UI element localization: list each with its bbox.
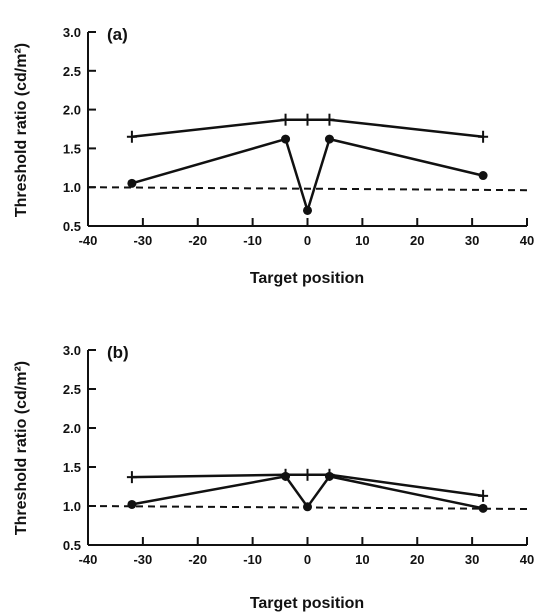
y-tick-label-b: 1.5 — [63, 460, 81, 475]
y-tick-label-a: 2.5 — [63, 64, 81, 79]
y-tick-label-a: 2.0 — [63, 103, 81, 118]
data-point-plus-a — [126, 130, 137, 143]
y-tick-label-b: 2.5 — [63, 382, 81, 397]
x-tick-label-a: -20 — [188, 233, 207, 248]
data-point-dot-b — [478, 503, 488, 513]
data-point-plus-b — [302, 468, 313, 481]
x-tick-label-a: 30 — [465, 233, 479, 248]
y-tick-label-a: 1.0 — [63, 180, 81, 195]
y-tick-label-b: 2.0 — [63, 421, 81, 436]
data-point-plus-a — [280, 113, 291, 126]
x-tick-label-b: 10 — [355, 552, 369, 567]
y-axis-title-a: Threshold ratio (cd/m²) — [13, 43, 30, 217]
x-axis-title-b: Target position — [250, 595, 364, 612]
data-point-plus-a — [324, 113, 335, 126]
data-point-plus-a — [302, 113, 313, 126]
data-point-plus-b — [478, 489, 489, 502]
y-tick-label-a: 0.5 — [63, 219, 81, 234]
y-tick-label-a: 3.0 — [63, 25, 81, 40]
data-point-dot-a — [281, 134, 291, 144]
y-tick-label-b: 0.5 — [63, 538, 81, 553]
x-tick-label-a: 20 — [410, 233, 424, 248]
x-tick-label-b: 30 — [465, 552, 479, 567]
x-tick-label-b: -30 — [133, 552, 152, 567]
y-tick-label-b: 1.0 — [63, 499, 81, 514]
x-axis-title-a: Target position — [250, 270, 364, 287]
x-tick-label-a: 40 — [520, 233, 534, 248]
x-tick-label-a: 10 — [355, 233, 369, 248]
panel-a: (a) Threshold ratio (cd/m²) Target posit… — [13, 25, 534, 287]
x-tick-label-b: -20 — [188, 552, 207, 567]
x-tick-label-b: 0 — [304, 552, 311, 567]
data-point-dot-a — [478, 171, 488, 181]
x-tick-label-b: -10 — [243, 552, 262, 567]
y-tick-label-a: 1.5 — [63, 141, 81, 156]
reference-line-a — [87, 186, 528, 192]
data-point-dot-a — [127, 178, 137, 188]
series-line-dot-a — [131, 137, 484, 212]
x-tick-label-b: 20 — [410, 552, 424, 567]
data-point-dot-b — [127, 499, 137, 509]
x-tick-label-a: -10 — [243, 233, 262, 248]
y-tick-label-b: 3.0 — [63, 343, 81, 358]
panel-label-b: (b) — [107, 343, 129, 362]
data-point-dot-a — [303, 205, 312, 215]
data-point-dot-b — [281, 471, 291, 481]
x-tick-label-a: -40 — [79, 233, 98, 248]
data-point-dot-b — [303, 502, 312, 512]
data-point-plus-a — [478, 130, 489, 143]
x-tick-label-b: 40 — [520, 552, 534, 567]
x-tick-label-a: 0 — [304, 233, 311, 248]
x-tick-label-b: -40 — [79, 552, 98, 567]
data-point-dot-a — [324, 134, 334, 144]
y-axis-title-b: Threshold ratio (cd/m²) — [13, 361, 30, 535]
x-tick-label-a: -30 — [133, 233, 152, 248]
panel-label-a: (a) — [107, 25, 128, 44]
data-point-dot-b — [324, 471, 334, 481]
panel-b: (b) Threshold ratio (cd/m²) Target posit… — [13, 343, 534, 612]
data-point-plus-b — [126, 471, 137, 484]
